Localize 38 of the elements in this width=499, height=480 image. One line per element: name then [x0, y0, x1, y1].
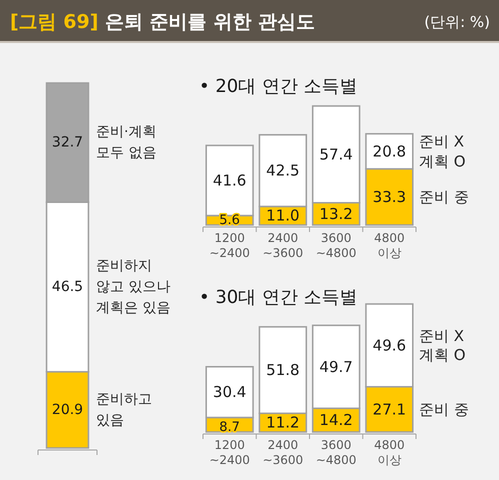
data-label: 41.6: [212, 172, 246, 190]
data-label: 5.6: [219, 213, 240, 228]
text: (단위: %): [424, 13, 490, 31]
x-tick-label: 2400 ~3600: [262, 438, 304, 467]
data-label: 51.8: [266, 361, 300, 380]
series-label: 준비 X 계획 O: [419, 132, 466, 170]
data-label: 57.4: [319, 145, 353, 164]
data-label: 46.5: [52, 279, 84, 296]
series-label: 준비하고 있음: [96, 391, 152, 428]
series-label: 준비하지 않고 있으나 계획은 있음: [96, 258, 170, 316]
x-tick-label: 4800 이상: [374, 231, 405, 260]
x-tick-label: 2400 ~3600: [262, 231, 304, 260]
data-label: 20.9: [52, 402, 84, 418]
data-label: 49.6: [372, 336, 406, 354]
data-label: 14.2: [319, 411, 353, 430]
data-label: 11.0: [266, 206, 300, 225]
data-label: 13.2: [319, 204, 353, 223]
series-label: 준비 X 계획 O: [419, 326, 466, 364]
text: [그림 69] 은퇴 준비를 위한 관심도: [10, 11, 315, 33]
series-label: 준비 중: [419, 188, 469, 206]
data-label: 49.7: [319, 358, 353, 376]
data-label: 33.3: [372, 188, 406, 206]
chart-title: • 20대 연간 소득별: [199, 76, 358, 97]
data-label: 27.1: [372, 400, 406, 418]
data-label: 30.4: [212, 383, 246, 402]
chart-title: • 30대 연간 소득별: [199, 287, 358, 308]
data-label: 42.5: [266, 162, 300, 180]
series-label: 준비·계획 모두 없음: [96, 124, 156, 162]
data-label: 20.8: [372, 142, 406, 160]
x-tick-label: 3600 ~4800: [316, 438, 356, 467]
data-label: 11.2: [266, 414, 300, 432]
series-label: 준비 중: [419, 400, 469, 418]
x-tick-label: 4800 이상: [374, 438, 405, 467]
data-label: 8.7: [219, 420, 240, 435]
data-label: 32.7: [52, 134, 84, 151]
x-tick-label: 1200 ~2400: [209, 231, 250, 260]
x-tick-label: 3600 ~4800: [316, 231, 356, 260]
x-tick-label: 1200 ~2400: [209, 438, 250, 467]
